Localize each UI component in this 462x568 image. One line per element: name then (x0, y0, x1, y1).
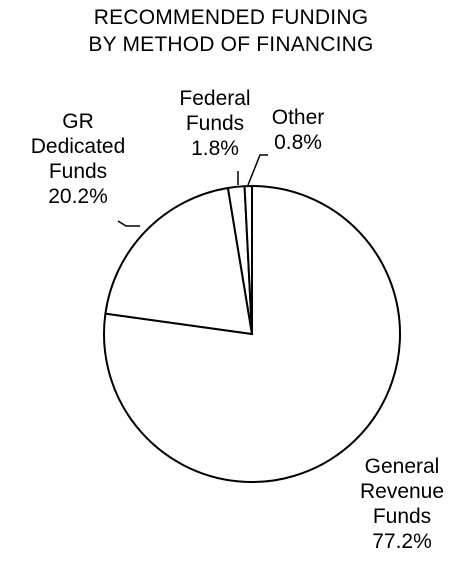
slice-label-other-line-1: Other (272, 106, 325, 129)
label-leader-lines (117, 154, 268, 227)
slice-label-gr-dedicated-line-1: GR (62, 110, 94, 133)
pie-slice-gr-dedicated (104, 186, 254, 336)
slice-label-general-revenue-line-3: Funds (373, 505, 431, 528)
pie-slice-other (243, 184, 253, 335)
slice-labels: GeneralRevenueFunds77.2%GRDedicatedFunds… (31, 87, 444, 553)
slice-label-federal-funds-line-1: Federal (179, 87, 250, 110)
slice-label-other-line-2: 0.8% (274, 131, 322, 154)
slice-label-general-revenue-line-2: Revenue (360, 480, 444, 503)
chart-title-line-1: RECOMMENDED FUNDING (93, 6, 369, 29)
pie-slices (103, 184, 401, 483)
leader-line-gr-dedicated (117, 220, 140, 227)
slice-label-general-revenue-line-1: General (365, 455, 440, 478)
slice-label-federal-funds-line-2: Funds (186, 112, 244, 135)
leader-line-other (247, 154, 268, 186)
slice-label-federal-funds-line-3: 1.8% (191, 137, 239, 160)
slice-label-gr-dedicated-line-3: Funds (49, 160, 107, 183)
chart-title-line-2: BY METHOD OF FINANCING (88, 33, 374, 56)
slice-label-general-revenue-line-4: 77.2% (372, 530, 432, 553)
slice-label-gr-dedicated-line-4: 20.2% (48, 185, 108, 208)
slice-label-gr-dedicated-line-2: Dedicated (31, 135, 126, 158)
